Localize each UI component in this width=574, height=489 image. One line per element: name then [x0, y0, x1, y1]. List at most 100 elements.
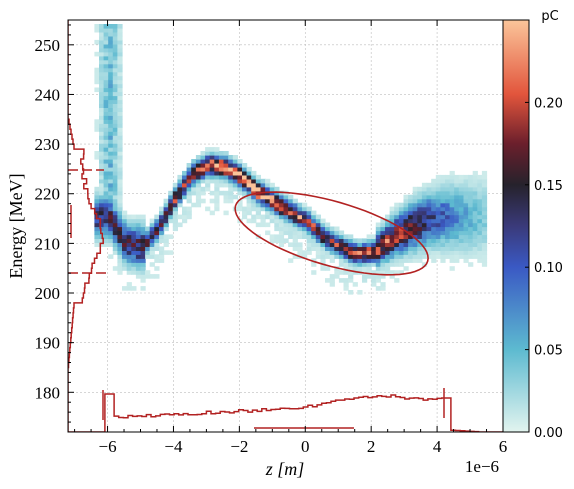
heatmap-cell: [269, 194, 275, 200]
heatmap-cell: [159, 250, 165, 255]
heatmap-cell: [426, 238, 432, 243]
heatmap-cell: [172, 190, 178, 196]
heatmap-cell: [394, 214, 400, 220]
heatmap-cell: [149, 238, 155, 243]
heatmap-cell: [108, 35, 114, 41]
heatmap-cell: [103, 170, 109, 176]
heatmap-cell: [458, 254, 464, 259]
heatmap-cell: [94, 230, 100, 236]
heatmap-cell: [122, 238, 128, 243]
heatmap-cell: [205, 182, 211, 188]
heatmap-cell: [481, 234, 488, 239]
heatmap-cell: [454, 182, 460, 188]
heatmap-cell: [468, 222, 474, 228]
heatmap-cell: [297, 234, 303, 239]
heatmap-cell: [117, 127, 123, 132]
heatmap-cell: [329, 274, 335, 279]
heatmap-cell: [343, 246, 349, 251]
heatmap-cell: [343, 234, 349, 239]
heatmap-cell: [149, 230, 155, 236]
heatmap-cell: [477, 214, 483, 220]
heatmap-cell: [112, 63, 118, 69]
heatmap-cell: [122, 226, 128, 232]
heatmap-cell: [403, 234, 409, 239]
heatmap-cell: [103, 99, 109, 104]
heatmap-cell: [112, 115, 118, 120]
heatmap-cell: [449, 206, 455, 212]
heatmap-cell: [417, 214, 423, 220]
heatmap-cell: [315, 246, 321, 251]
heatmap-cell: [403, 226, 409, 232]
heatmap-cell: [99, 83, 105, 89]
heatmap-cell: [338, 262, 345, 267]
heatmap-cell: [440, 250, 446, 255]
heatmap-cell: [292, 234, 298, 239]
heatmap-cell: [145, 230, 151, 236]
heatmap-cell: [140, 246, 146, 251]
heatmap-cell: [246, 190, 252, 196]
heatmap-cell: [366, 242, 372, 247]
heatmap-cell: [431, 218, 437, 224]
heatmap-cell: [311, 242, 317, 247]
heatmap-cell: [306, 246, 312, 251]
heatmap-cell: [394, 218, 400, 224]
heatmap-cell: [412, 190, 418, 196]
heatmap-cell: [108, 166, 114, 172]
heatmap-cell: [431, 198, 437, 204]
heatmap-cell: [449, 214, 455, 220]
heatmap-cell: [315, 226, 321, 232]
heatmap-cell: [449, 226, 455, 232]
heatmap-cell: [103, 214, 109, 220]
heatmap-cell: [348, 270, 354, 275]
heatmap-cell: [449, 182, 455, 188]
heatmap-cell: [103, 226, 109, 232]
heatmap-cell: [389, 218, 395, 224]
heatmap-cell: [375, 278, 381, 283]
heatmap-cell: [380, 254, 386, 259]
heatmap-cell: [334, 250, 340, 255]
heatmap-cell: [403, 238, 409, 243]
heatmap-cell: [265, 182, 271, 188]
heatmap-cell: [435, 210, 441, 216]
heatmap-cell: [135, 222, 142, 228]
heatmap-cell: [117, 202, 123, 208]
heatmap-cell: [182, 174, 188, 180]
heatmap-cell: [412, 218, 418, 224]
heatmap-cell: [440, 214, 446, 220]
heatmap-cell: [311, 262, 317, 267]
heatmap-cell: [403, 222, 409, 228]
heatmap-cell: [154, 218, 160, 224]
heatmap-cell: [274, 226, 280, 232]
heatmap-cell: [237, 190, 243, 196]
heatmap-cell: [445, 194, 451, 200]
heatmap-cell: [431, 190, 437, 196]
heatmap-cell: [417, 250, 423, 255]
heatmap-cell: [218, 190, 225, 196]
heatmap-cell: [288, 202, 294, 208]
heatmap-cell: [366, 262, 372, 267]
heatmap-cell: [163, 214, 169, 220]
heatmap-cell: [140, 266, 146, 271]
heatmap-cell: [117, 67, 123, 73]
heatmap-cell: [435, 246, 441, 251]
heatmap-cell: [468, 254, 474, 259]
heatmap-cell: [394, 222, 400, 228]
heatmap-cell: [117, 51, 123, 57]
heatmap-cell: [445, 218, 451, 224]
heatmap-cell: [468, 202, 474, 208]
heatmap-cell: [481, 246, 488, 251]
heatmap-cell: [320, 246, 326, 251]
heatmap-cell: [218, 182, 225, 188]
heatmap-cell: [440, 210, 446, 216]
heatmap-cell: [112, 55, 118, 61]
heatmap-cell: [117, 262, 123, 267]
heatmap-cell: [154, 234, 160, 239]
heatmap-cell: [412, 186, 418, 192]
heatmap-cell: [278, 210, 285, 216]
heatmap-cell: [135, 242, 142, 247]
heatmap-cell: [472, 202, 478, 208]
heatmap-cell: [357, 246, 363, 251]
heatmap-cell: [94, 75, 100, 81]
heatmap-cell: [108, 131, 114, 136]
heatmap-cell: [205, 186, 211, 192]
